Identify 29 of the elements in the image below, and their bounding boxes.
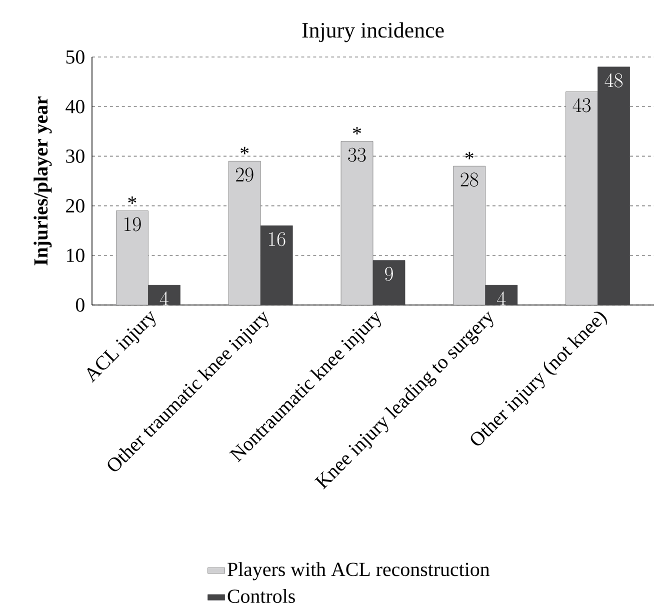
data-label: 48 <box>604 73 623 88</box>
y-tick-label: 30 <box>66 149 84 163</box>
bar <box>453 166 486 305</box>
data-label: 29 <box>236 168 254 182</box>
annotation: * <box>465 152 474 160</box>
bar <box>228 160 261 305</box>
bar <box>566 92 598 305</box>
y-axis-title: Injuries/player year <box>34 96 52 266</box>
annotation: * <box>240 146 249 154</box>
bar <box>340 141 374 305</box>
y-tick-label: 40 <box>66 100 84 114</box>
y-tick-label: 20 <box>66 199 84 213</box>
y-tick-label: 0 <box>76 298 84 312</box>
y-tick-label: 50 <box>66 50 84 64</box>
annotation: * <box>352 127 362 134</box>
data-label: 4 <box>160 292 169 306</box>
legend-label: Players with ACL reconstruction <box>228 562 490 580</box>
chart-title: Injury incidence <box>302 22 444 42</box>
data-label: 4 <box>497 292 506 306</box>
data-label: 28 <box>460 172 478 187</box>
data-label: 9 <box>385 266 393 281</box>
annotation: * <box>128 196 136 204</box>
data-label: 33 <box>348 148 366 162</box>
y-tick-label: 10 <box>66 248 84 262</box>
data-label: 19 <box>124 217 141 232</box>
legend-label: Controls <box>228 588 295 603</box>
data-label: 43 <box>572 98 591 112</box>
data-label: 16 <box>268 232 286 246</box>
bar <box>116 210 148 305</box>
